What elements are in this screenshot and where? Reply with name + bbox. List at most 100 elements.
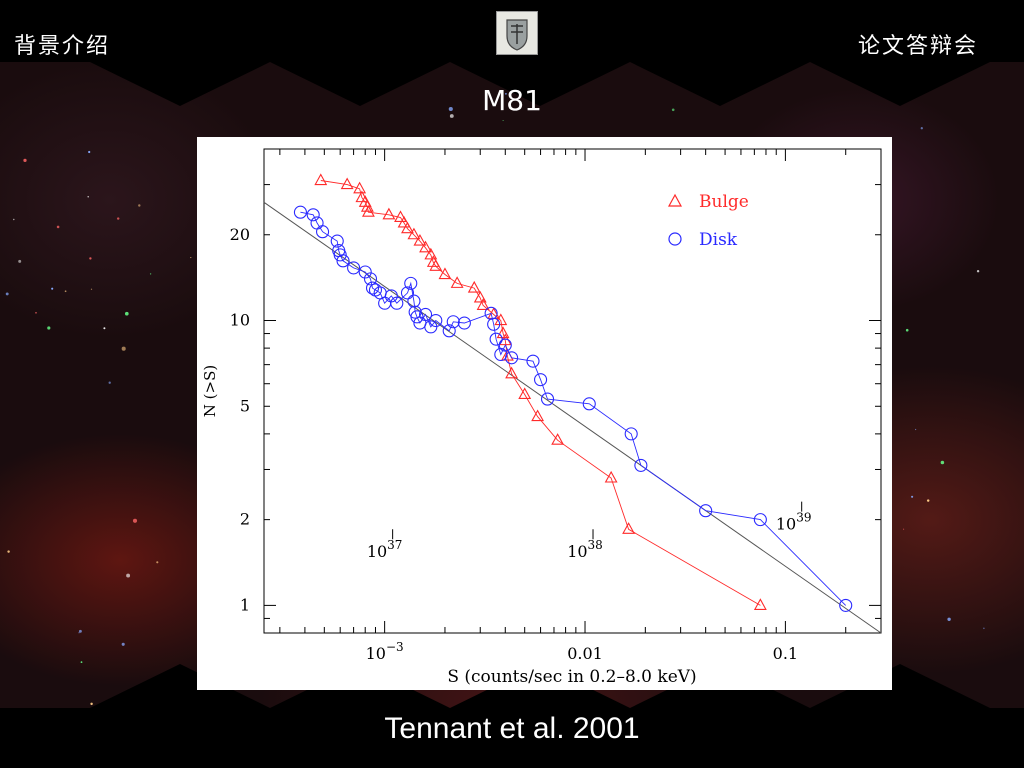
disk-point bbox=[347, 261, 361, 275]
bulge-point bbox=[360, 200, 374, 212]
plot-frame bbox=[263, 148, 882, 634]
star bbox=[90, 288, 93, 290]
bulge-point bbox=[394, 210, 407, 223]
bulge-point bbox=[419, 240, 432, 253]
star bbox=[78, 632, 80, 634]
star bbox=[80, 661, 83, 663]
disk-point bbox=[330, 234, 344, 248]
luminosity-label: 1038 bbox=[567, 538, 603, 561]
y-tick-label: 10 bbox=[230, 311, 250, 330]
star bbox=[149, 273, 152, 275]
star bbox=[976, 270, 980, 273]
x-axis-label: S (counts/sec in 0.2–8.0 keV) bbox=[447, 667, 696, 687]
bulge-point bbox=[314, 173, 328, 186]
bulge-point bbox=[340, 177, 354, 190]
star bbox=[56, 225, 60, 229]
disk-point bbox=[624, 427, 638, 441]
disk-point bbox=[316, 225, 330, 239]
bulge-point bbox=[473, 290, 487, 303]
citation-caption: Tennant et al. 2001 bbox=[384, 712, 640, 745]
luminosity-label: 1039 bbox=[776, 511, 812, 534]
disk-point bbox=[634, 458, 648, 472]
star bbox=[920, 127, 923, 130]
x-tick-label: 0.1 bbox=[773, 644, 798, 663]
bulge-point bbox=[604, 470, 618, 483]
star bbox=[108, 381, 111, 384]
star bbox=[116, 217, 120, 220]
slide-title: M81 bbox=[482, 84, 542, 117]
legend: Bulge Disk bbox=[667, 192, 749, 250]
disk-point bbox=[457, 316, 471, 330]
bulge-point bbox=[401, 221, 414, 234]
disk-point bbox=[404, 276, 418, 290]
legend-label: Bulge bbox=[699, 192, 749, 212]
bulge-point bbox=[518, 387, 532, 400]
bulge-point bbox=[551, 433, 565, 445]
star bbox=[940, 460, 945, 465]
star bbox=[78, 629, 82, 633]
disk-point bbox=[487, 317, 501, 331]
disk-point bbox=[429, 313, 443, 328]
bulge-point bbox=[397, 215, 411, 228]
star bbox=[914, 428, 917, 431]
bulge-point bbox=[353, 181, 367, 194]
university-crest-icon bbox=[496, 11, 538, 55]
star bbox=[23, 158, 27, 163]
x-tick-label: 10−3 bbox=[366, 640, 404, 663]
disk-point bbox=[333, 248, 347, 262]
star bbox=[126, 573, 131, 578]
series-group bbox=[293, 173, 853, 612]
star bbox=[905, 328, 909, 332]
disk-series-line bbox=[300, 211, 847, 606]
bulge-point bbox=[413, 233, 427, 246]
disk-point bbox=[306, 208, 320, 222]
disk-point bbox=[505, 351, 519, 365]
star bbox=[903, 528, 905, 530]
star bbox=[5, 292, 9, 296]
bulge-point bbox=[382, 207, 396, 220]
y-tick-label: 5 bbox=[240, 396, 250, 415]
star bbox=[87, 196, 89, 198]
bulge-point bbox=[407, 227, 421, 240]
bulge-point bbox=[505, 366, 519, 379]
disk-point bbox=[358, 265, 372, 279]
disk-point bbox=[498, 338, 512, 352]
bulge-point bbox=[361, 205, 375, 217]
star bbox=[926, 499, 930, 502]
star bbox=[449, 114, 454, 118]
footer-band bbox=[0, 708, 1024, 768]
star bbox=[18, 259, 22, 263]
star bbox=[983, 627, 985, 630]
star bbox=[504, 92, 507, 95]
star bbox=[7, 550, 10, 553]
star bbox=[51, 287, 54, 290]
star bbox=[64, 290, 67, 293]
log-n-log-s-chart: 10−3 0.01 0.1 1 2 5 10 20 1037 1038 1039 Bulge Dis… bbox=[201, 148, 882, 687]
star bbox=[156, 561, 159, 564]
star bbox=[121, 346, 126, 351]
tick-labels: 10−3 0.01 0.1 1 2 5 10 20 bbox=[230, 225, 798, 663]
star bbox=[448, 106, 453, 112]
disk-point bbox=[534, 373, 548, 387]
section-label: 背景介绍 bbox=[14, 34, 111, 59]
y-tick-label: 2 bbox=[240, 510, 250, 529]
fit-line-group bbox=[263, 201, 882, 634]
disk-point bbox=[293, 205, 307, 219]
star bbox=[138, 204, 141, 207]
disk-point bbox=[400, 286, 415, 300]
star bbox=[947, 617, 951, 621]
disk-point bbox=[390, 296, 404, 310]
star bbox=[124, 311, 129, 316]
legend-disk-marker bbox=[668, 232, 682, 246]
disk-point bbox=[410, 310, 424, 324]
disk-point bbox=[336, 254, 350, 268]
star bbox=[35, 312, 37, 314]
star bbox=[190, 257, 192, 259]
bulge-point bbox=[429, 259, 443, 271]
luminosity-annotations: 1037 1038 1039 bbox=[367, 501, 812, 561]
x-tick-label: 0.01 bbox=[567, 644, 603, 663]
bulge-point bbox=[476, 298, 490, 310]
disk-point bbox=[446, 315, 460, 329]
tick-marks bbox=[264, 148, 881, 634]
disk-point bbox=[442, 324, 456, 338]
